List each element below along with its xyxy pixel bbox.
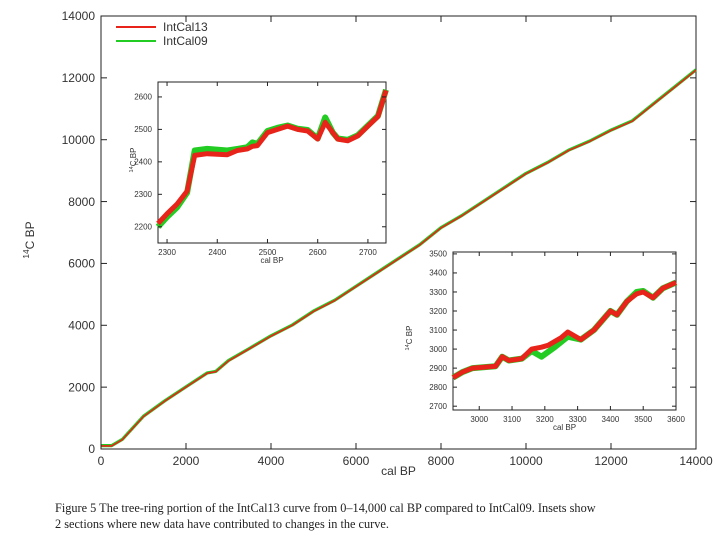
y-tick-label: 2700 (429, 402, 447, 411)
inset-2-y-axis-label: 14C BP (405, 326, 414, 351)
x-tick-label: 0 (98, 454, 105, 468)
y-tick-label: 14000 (62, 9, 96, 23)
x-tick-label: 2500 (259, 248, 277, 257)
y-tick-label: 3200 (429, 307, 447, 316)
y-tick-label: 10000 (62, 133, 96, 147)
y-tick-label: 3000 (429, 345, 447, 354)
y-tick-label: 2600 (134, 93, 152, 102)
x-tick-label: 12000 (594, 454, 628, 468)
y-tick-label: 0 (88, 442, 95, 456)
y-tick-label: 2500 (134, 125, 152, 134)
x-tick-label: 2000 (173, 454, 200, 468)
main-x-axis-label: cal BP (381, 464, 416, 478)
y-tick-label: 3300 (429, 288, 447, 297)
inset-2-series-intcal13 (451, 280, 677, 380)
y-tick-label: 2900 (429, 364, 447, 373)
figure-caption: Figure 5 The tree-ring portion of the In… (55, 500, 715, 532)
legend-label-intcal09: IntCal09 (163, 34, 208, 48)
inset-1-frame (157, 81, 387, 244)
inset-1-x-axis-label: cal BP (260, 256, 283, 265)
x-tick-label: 3300 (569, 415, 587, 424)
x-tick-label: 2400 (208, 248, 226, 257)
x-tick-label: 3000 (470, 415, 488, 424)
inset-1-y-axis-label: 14C BP (129, 148, 138, 173)
x-tick-label: 3500 (634, 415, 652, 424)
y-tick-label: 12000 (62, 71, 96, 85)
main-series-intcal13 (101, 69, 697, 447)
x-tick-label: 6000 (343, 454, 370, 468)
x-tick-label: 2300 (158, 248, 176, 257)
inset-1-plot: 2300 2400 2500 2600 2700 2200 2300 2400 2500 2600… (129, 81, 389, 265)
x-tick-label: 3600 (667, 415, 685, 424)
x-tick-label: 14000 (679, 454, 713, 468)
x-tick-label: 4000 (258, 454, 285, 468)
inset-2-x-axis-label: cal BP (553, 423, 576, 432)
caption-line-2: 2 sections where new data have contribut… (55, 517, 389, 531)
inset-1-series-intcal13 (156, 89, 389, 226)
y-tick-label: 2300 (134, 190, 152, 199)
inset-2-plot: 3000 3100 3200 3300 3400 3500 3600 2700 2800 2900… (405, 250, 686, 432)
y-tick-label: 2800 (429, 383, 447, 392)
y-tick-label: 3400 (429, 269, 447, 278)
x-tick-label: 8000 (428, 454, 455, 468)
main-y-axis-label: 14C BP (21, 221, 37, 258)
x-tick-label: 3100 (503, 415, 521, 424)
y-tick-label: 2400 (134, 158, 152, 167)
y-tick-label: 2000 (68, 380, 95, 394)
y-tick-label: 6000 (68, 257, 95, 271)
x-tick-label: 2600 (309, 248, 327, 257)
x-tick-label: 2700 (359, 248, 377, 257)
x-tick-label: 3400 (602, 415, 620, 424)
x-tick-label: 3200 (536, 415, 554, 424)
inset-2-frame (452, 251, 677, 411)
y-tick-label: 8000 (68, 195, 95, 209)
y-tick-label: 4000 (68, 318, 95, 332)
y-tick-label: 3100 (429, 326, 447, 335)
y-tick-label: 3500 (429, 250, 447, 259)
legend-label-intcal13: IntCal13 (163, 20, 208, 34)
x-tick-label: 10000 (509, 454, 543, 468)
caption-line-1: Figure 5 The tree-ring portion of the In… (55, 501, 596, 515)
y-tick-label: 2200 (134, 223, 152, 232)
